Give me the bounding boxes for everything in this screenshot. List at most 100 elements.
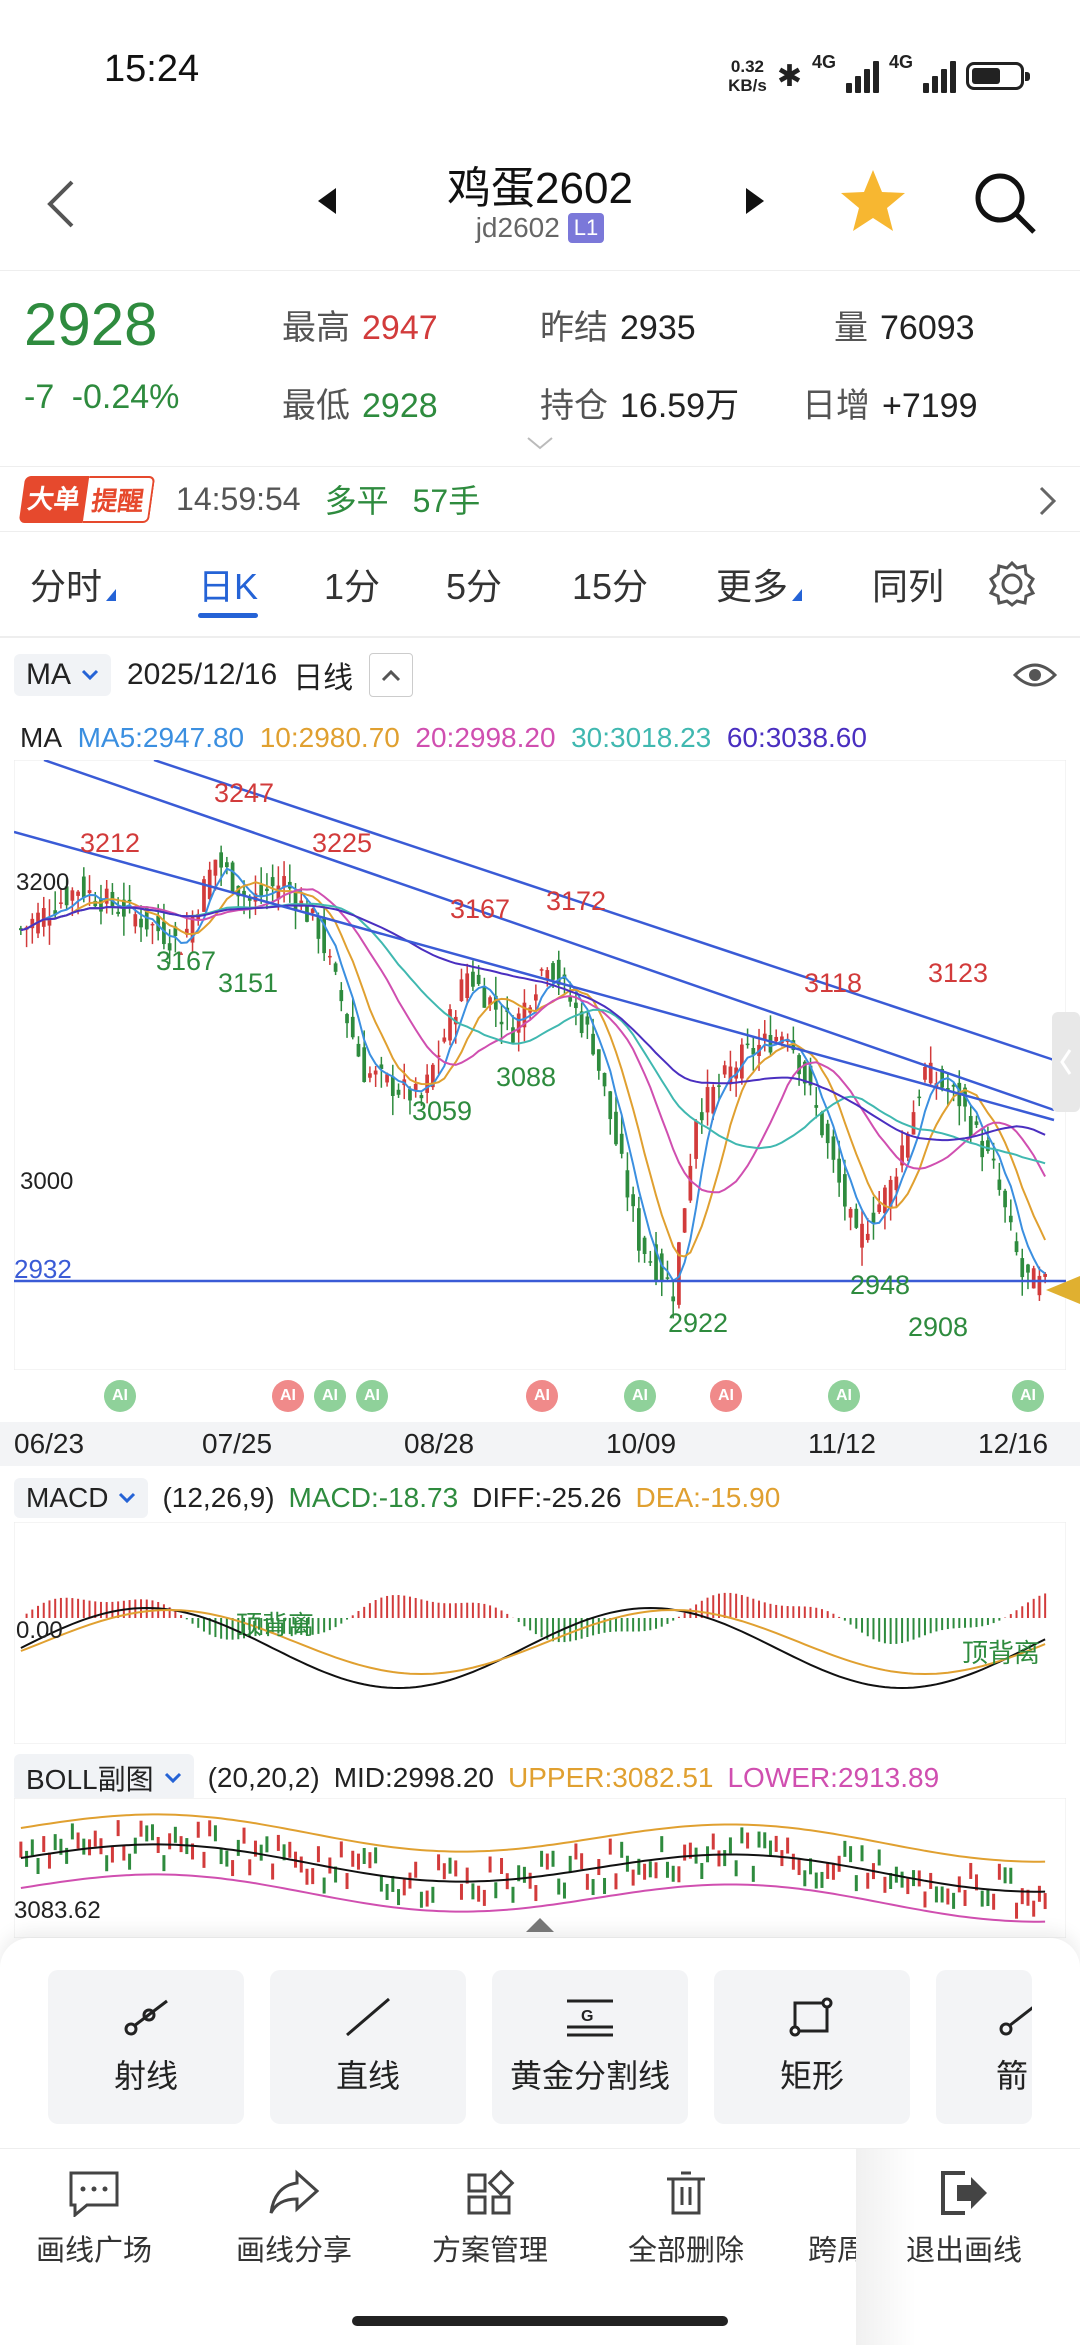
btn-exit-drawing[interactable]: 退出画线 (906, 2169, 1022, 2269)
tool-line[interactable]: 直线 (270, 1970, 466, 2124)
candle (247, 896, 252, 901)
svg-text:G: G (581, 2008, 593, 2025)
ai-badge-icon[interactable]: AI (1012, 1380, 1044, 1412)
ai-badge-icon[interactable]: AI (526, 1380, 558, 1412)
alert-type: 多平 (324, 483, 389, 519)
candle (705, 1087, 710, 1113)
macd-select[interactable]: MACD (14, 1478, 149, 1518)
candle (665, 1277, 670, 1279)
prev-contract-icon[interactable] (316, 186, 338, 216)
tab-5min[interactable]: 5分 (446, 566, 503, 607)
candle (276, 885, 281, 900)
candle (1026, 1264, 1030, 1273)
y-label-3000: 3000 (20, 1168, 73, 1195)
candle (722, 1065, 727, 1075)
boll-line (20, 1873, 1046, 1923)
tool-arrow[interactable]: 箭 (936, 1970, 1032, 2124)
candle (99, 898, 103, 912)
ai-badge-icon[interactable]: AI (272, 1380, 304, 1412)
candle (854, 1208, 859, 1228)
candle (614, 1111, 618, 1145)
candle (774, 1036, 779, 1042)
candle (780, 1036, 784, 1044)
kline-chart[interactable]: 3200 3000 2932 3212 3247 3225 3167 3172 … (14, 760, 1066, 1370)
candle (184, 928, 189, 935)
tab-15min[interactable]: 15分 (572, 566, 649, 607)
candle (133, 914, 138, 927)
divergence-label: 顶背离 (236, 1610, 314, 1640)
btn-plan-manage[interactable]: 方案管理 (432, 2169, 548, 2269)
macd-line (20, 1608, 1046, 1676)
ai-badge-icon[interactable]: AI (314, 1380, 346, 1412)
tab-daily-k[interactable]: 日K (198, 554, 259, 618)
ai-badge-icon[interactable]: AI (356, 1380, 388, 1412)
candle (1014, 1241, 1019, 1253)
ai-badge-icon[interactable]: AI (624, 1380, 656, 1412)
battery-icon (966, 62, 1030, 90)
trash-icon (667, 2171, 705, 2215)
volume-cell: 量 76093 (834, 309, 975, 347)
high-label: 3247 (214, 778, 274, 808)
expand-chevron-icon[interactable] (526, 436, 554, 452)
tab-intraday[interactable]: 分时 (30, 554, 117, 614)
candle (230, 862, 235, 893)
candle (659, 1253, 664, 1282)
gear-icon[interactable] (988, 560, 1036, 620)
side-pull-tab[interactable] (1052, 1012, 1080, 1112)
boll-legend: BOLL副图 (20,20,2) MID:2998.20 UPPER:3082.… (14, 1754, 939, 1802)
eye-icon[interactable] (1012, 660, 1058, 690)
price-change: -7 -0.24% (24, 378, 180, 416)
star-icon[interactable] (838, 166, 908, 236)
boll-chart[interactable]: 3083.62 (14, 1798, 1066, 1938)
candle (328, 955, 332, 958)
candle (150, 923, 155, 926)
btn-drawing-square[interactable]: 画线广场 (36, 2169, 152, 2269)
candle (814, 1105, 819, 1108)
candle (677, 1242, 681, 1305)
ai-badge-icon[interactable]: AI (828, 1380, 860, 1412)
candle (574, 1002, 578, 1009)
search-icon[interactable] (970, 168, 1040, 238)
btn-delete-all[interactable]: 全部删除 (628, 2169, 744, 2269)
candle (379, 1064, 384, 1070)
candle (408, 1088, 412, 1101)
ai-badge-icon[interactable]: AI (710, 1380, 742, 1412)
candle (93, 900, 98, 907)
indicator-select[interactable]: MA (14, 654, 111, 696)
candle (368, 1073, 372, 1078)
tab-more[interactable]: 更多 (716, 554, 803, 614)
tab-compare[interactable]: 同列 (872, 566, 945, 607)
tool-rectangle[interactable]: 矩形 (714, 1970, 910, 2124)
net-type-1: 4G (811, 52, 836, 72)
status-icons: 0.32 KB/s ✱ 4G 4G (728, 52, 1030, 100)
period-tabs: 分时 日K 1分 5分 15分 更多 同列 (0, 540, 1080, 628)
signal-icon-2 (923, 59, 956, 93)
drawer-handle-icon[interactable] (524, 1912, 556, 1934)
big-order-alert[interactable]: 大单 提醒 14:59:54 多平 57手 (0, 466, 1080, 532)
contract-code: jd2602 L1 (340, 212, 740, 244)
tool-golden-section[interactable]: G 黄金分割线 (492, 1970, 688, 2124)
collapse-button[interactable] (369, 653, 414, 697)
btn-drawing-share[interactable]: 画线分享 (236, 2169, 352, 2269)
candle (951, 1084, 956, 1087)
candle (974, 1121, 979, 1125)
candle (522, 1002, 527, 1028)
high-label: 3212 (80, 828, 140, 858)
macd-chart[interactable]: 0.00 顶背离 顶背离 (14, 1522, 1066, 1744)
candle (791, 1040, 796, 1051)
candle (625, 1170, 630, 1198)
tab-1min[interactable]: 1分 (324, 566, 381, 607)
tool-ray[interactable]: 射线 (48, 1970, 244, 2124)
candle (923, 1067, 927, 1080)
next-contract-icon[interactable] (744, 186, 766, 216)
boll-select[interactable]: BOLL副图 (14, 1754, 194, 1802)
candle (162, 921, 166, 945)
back-icon[interactable] (40, 176, 80, 232)
candle (585, 1016, 590, 1025)
btn-cross-period[interactable]: 跨周 (808, 2169, 856, 2269)
ai-badge-icon[interactable]: AI (104, 1380, 136, 1412)
candle (1003, 1190, 1007, 1208)
candle (825, 1123, 830, 1144)
share-icon (269, 2169, 320, 2214)
candle (568, 997, 573, 1002)
